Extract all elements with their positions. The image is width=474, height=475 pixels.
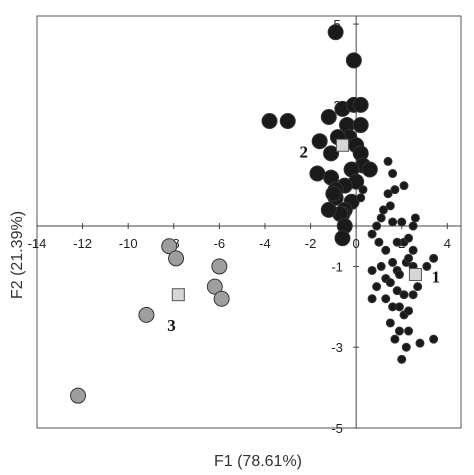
data-point xyxy=(356,193,366,203)
data-point xyxy=(309,165,326,182)
data-point xyxy=(376,213,386,223)
data-point xyxy=(372,221,382,231)
plot-frame xyxy=(36,15,462,429)
centroid-square xyxy=(171,288,185,302)
data-point xyxy=(261,113,278,130)
data-point xyxy=(404,233,414,243)
data-point xyxy=(399,181,409,191)
data-point xyxy=(345,52,362,69)
data-point xyxy=(279,113,296,130)
data-point xyxy=(413,282,423,292)
data-point xyxy=(408,290,418,300)
group-label: 2 xyxy=(299,142,308,161)
data-point xyxy=(372,282,382,292)
x-tick-label: -6 xyxy=(214,236,226,251)
data-point xyxy=(392,286,402,296)
data-point xyxy=(404,306,414,316)
data-point xyxy=(352,117,369,134)
data-points xyxy=(70,24,439,404)
data-point xyxy=(213,290,230,307)
data-point xyxy=(311,133,328,150)
data-point xyxy=(378,205,388,215)
data-point xyxy=(399,290,409,300)
data-point xyxy=(334,230,351,247)
y-tick-label: -5 xyxy=(331,421,343,436)
data-point xyxy=(429,253,439,263)
data-point xyxy=(367,294,377,304)
data-point xyxy=(410,213,420,223)
data-point xyxy=(397,354,407,364)
data-point xyxy=(388,217,398,227)
data-point xyxy=(394,302,404,312)
data-point xyxy=(392,237,402,247)
data-point xyxy=(352,96,369,113)
x-tick-label: -12 xyxy=(73,236,92,251)
data-point xyxy=(388,257,398,267)
data-point xyxy=(376,261,386,271)
data-point xyxy=(168,250,185,267)
x-tick-label: -10 xyxy=(119,236,138,251)
data-point xyxy=(385,318,395,328)
data-point xyxy=(390,334,400,344)
data-point xyxy=(381,294,391,304)
data-point xyxy=(390,185,400,195)
data-point xyxy=(138,306,155,323)
data-point xyxy=(394,270,404,280)
data-point xyxy=(381,245,391,255)
data-point xyxy=(385,278,395,288)
data-point xyxy=(211,258,228,275)
x-tick-label: 0 xyxy=(353,236,360,251)
data-point xyxy=(415,338,425,348)
data-point xyxy=(161,238,178,255)
data-point xyxy=(320,108,337,125)
data-point xyxy=(385,201,395,211)
data-point xyxy=(388,169,398,179)
data-point xyxy=(404,326,414,336)
group-labels: 1 2 3 xyxy=(167,142,440,335)
data-point xyxy=(401,342,411,352)
x-axis-title: F1 (78.61%) xyxy=(214,453,302,470)
data-point xyxy=(367,265,377,275)
data-point xyxy=(320,201,337,218)
data-point xyxy=(383,189,393,199)
x-tick-label: -14 xyxy=(28,236,47,251)
axes xyxy=(36,16,461,429)
x-tick-label: 4 xyxy=(444,236,451,251)
data-point xyxy=(429,334,439,344)
x-tick-label: -2 xyxy=(305,236,317,251)
data-point xyxy=(394,326,404,336)
data-point xyxy=(367,229,377,239)
data-point xyxy=(404,253,414,263)
data-point xyxy=(383,156,393,166)
x-tick-label: -4 xyxy=(259,236,271,251)
data-point xyxy=(323,145,340,162)
centroid-square xyxy=(335,138,349,152)
y-tick-label: -3 xyxy=(331,340,343,355)
data-point xyxy=(397,217,407,227)
data-point xyxy=(327,24,344,41)
centroid-square xyxy=(408,268,422,282)
data-point xyxy=(325,185,342,202)
y-axis-title: F2 (21.39%) xyxy=(9,211,26,299)
data-point xyxy=(206,278,223,295)
data-point xyxy=(408,245,418,255)
data-point xyxy=(361,161,378,178)
data-point xyxy=(422,261,432,271)
data-point xyxy=(374,237,384,247)
group-label: 3 xyxy=(167,316,176,335)
data-point xyxy=(358,185,368,195)
data-point xyxy=(408,221,418,231)
group-label: 1 xyxy=(432,268,441,287)
data-point xyxy=(70,387,87,404)
y-tick-label: -1 xyxy=(331,259,343,274)
